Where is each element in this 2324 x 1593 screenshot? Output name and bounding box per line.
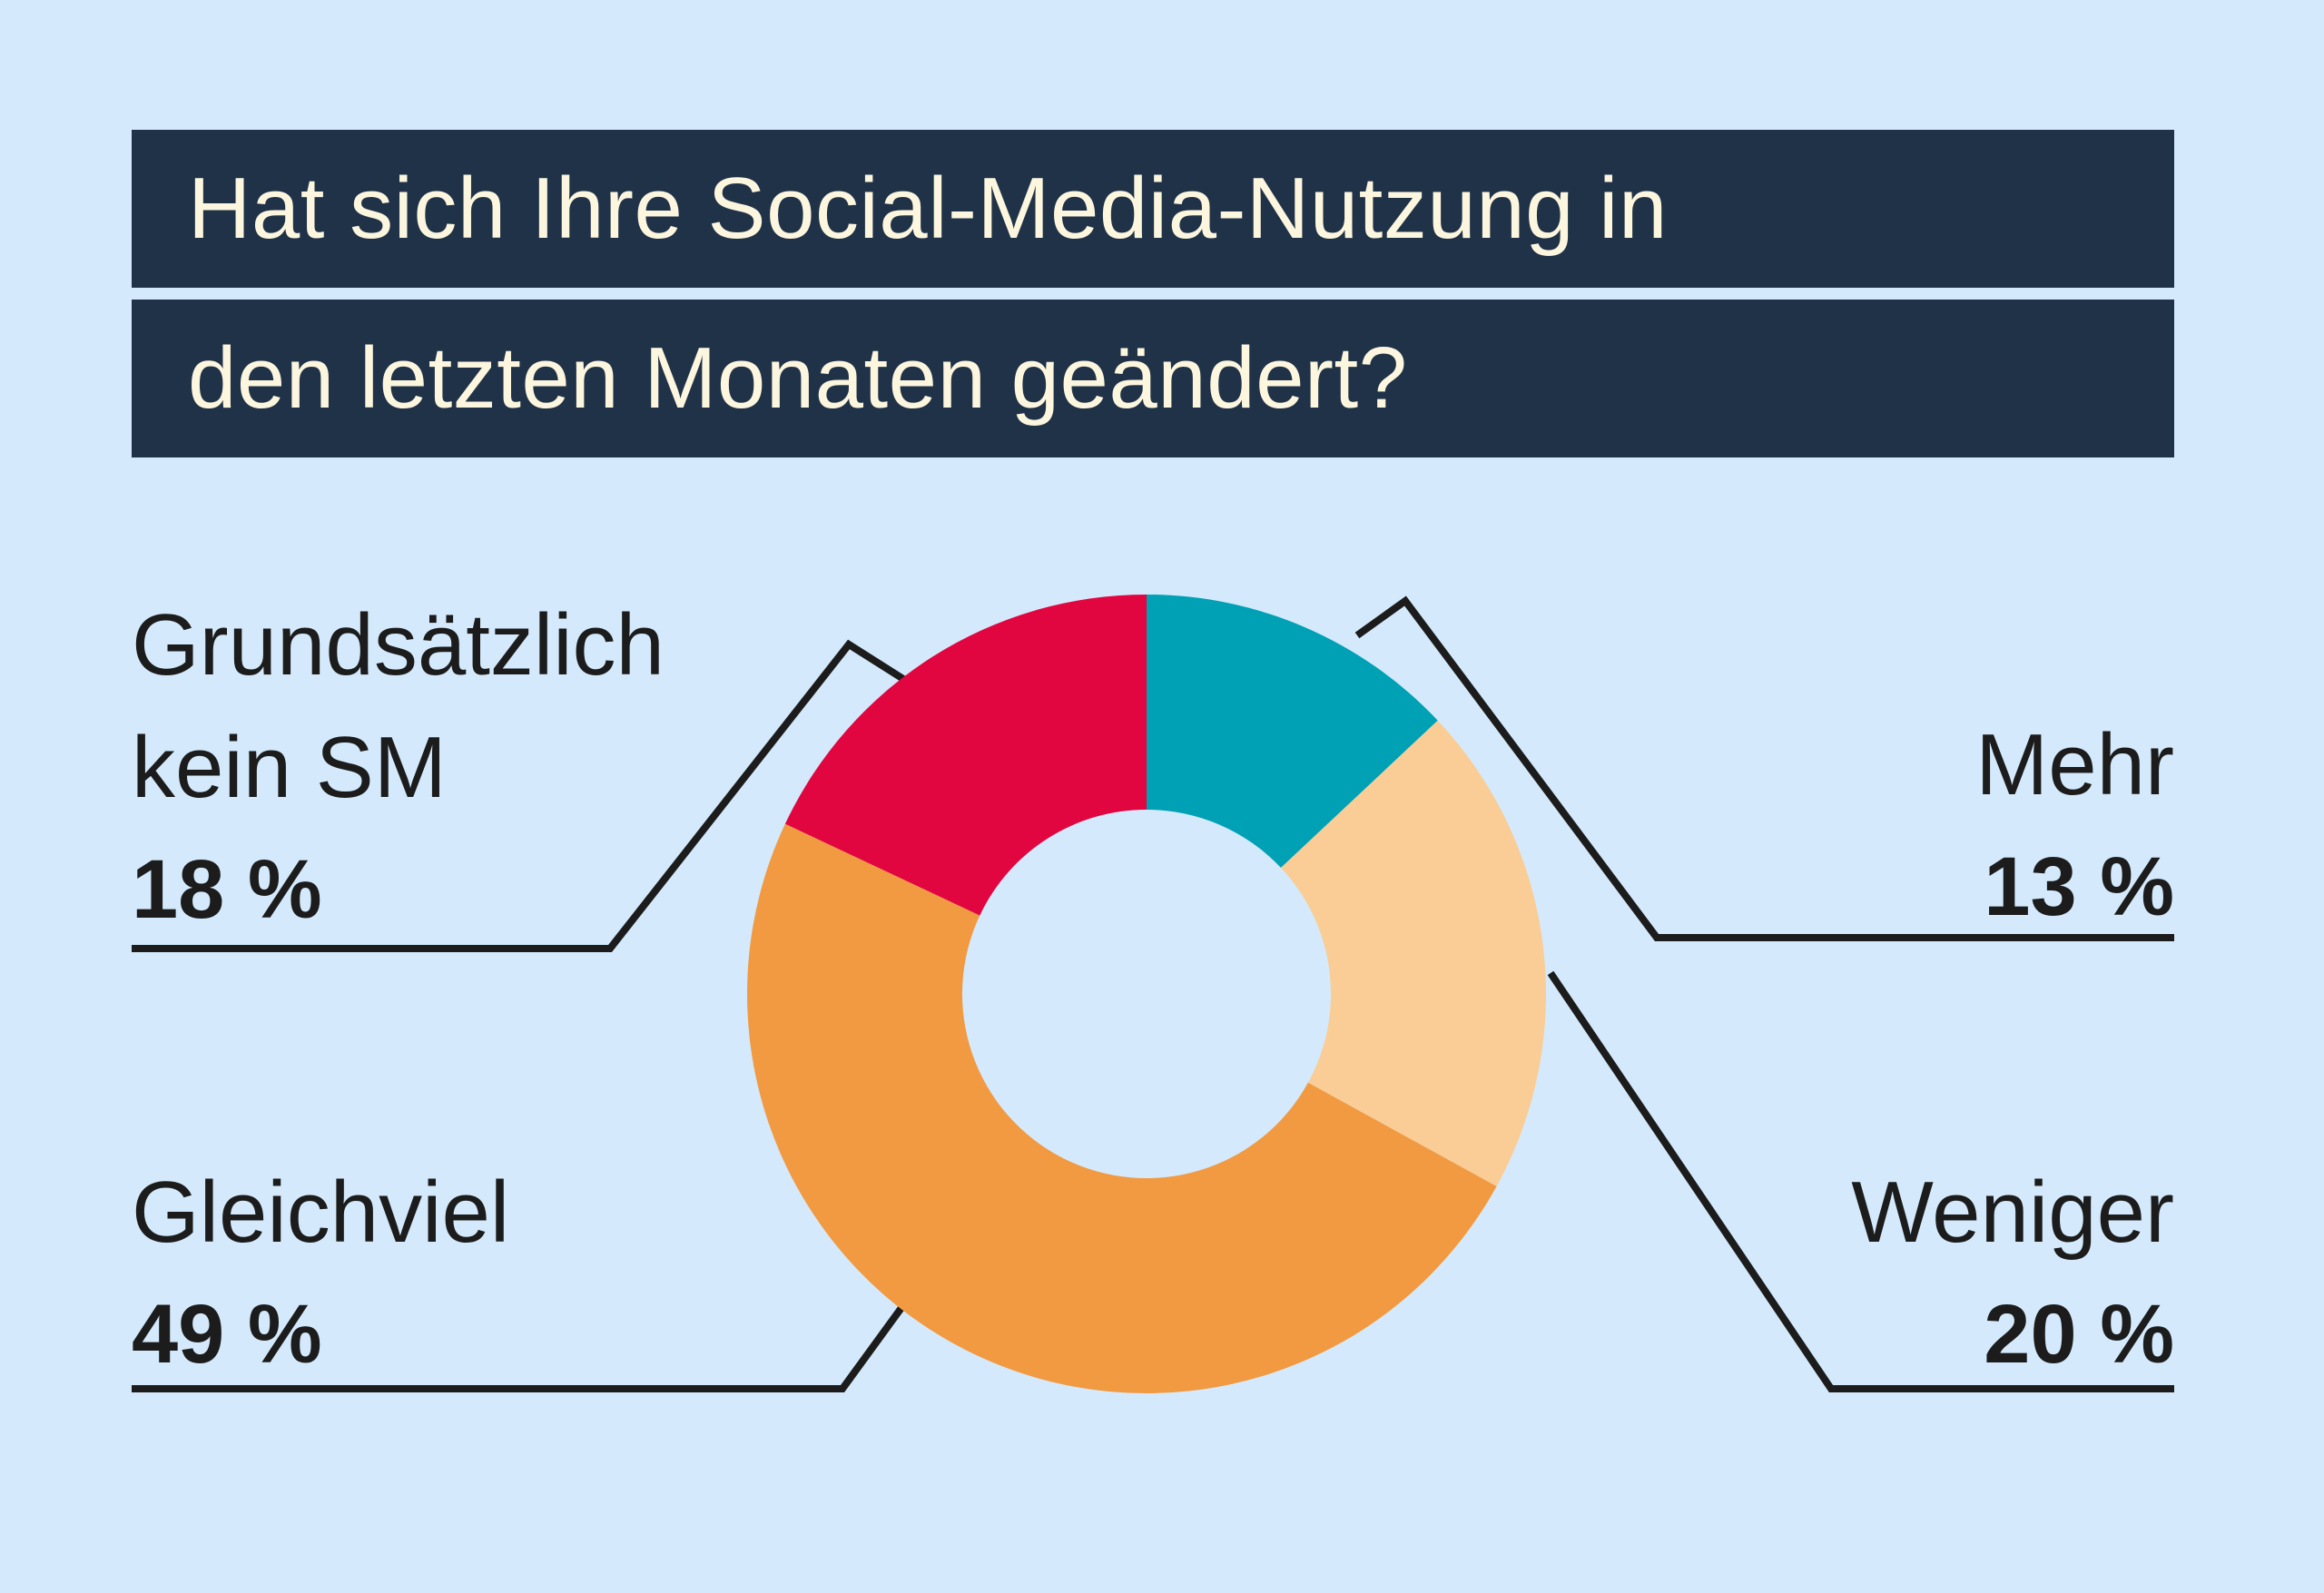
- label-mehr-value: 13 %: [1984, 841, 2174, 933]
- slice-mehr: [1147, 595, 1438, 869]
- slice-weniger: [1280, 720, 1546, 1186]
- label-kein-sm-line1: Grundsätzlich: [132, 596, 665, 693]
- label-kein-sm: Grundsätzlich kein SM 18 %: [132, 584, 665, 951]
- leader-line-kein-sm: [132, 639, 906, 952]
- label-mehr: Mehr 13 %: [1975, 703, 2174, 949]
- chart-title-line-2: den letzten Monaten geändert?: [188, 329, 1408, 427]
- label-kein-sm-line2: kein SM: [132, 719, 447, 816]
- label-mehr-name: Mehr: [1975, 716, 2174, 813]
- slice-gleichviel: [747, 823, 1497, 1393]
- label-gleichviel: Gleichviel 49 %: [132, 1151, 509, 1396]
- label-weniger-value: 20 %: [1984, 1288, 2174, 1381]
- label-gleichviel-value: 49 %: [132, 1288, 322, 1381]
- label-weniger-name: Weniger: [1851, 1164, 2174, 1261]
- title-bar-line-1: Hat sich Ihre Social-Media-Nutzung in: [132, 130, 2174, 288]
- title-bar-line-2: den letzten Monaten geändert?: [132, 300, 2174, 457]
- leader-line-gleichviel: [132, 1303, 907, 1392]
- leader-lines: [132, 595, 2174, 1392]
- chart-title-line-1: Hat sich Ihre Social-Media-Nutzung in: [188, 160, 1668, 257]
- leader-line-weniger: [1547, 970, 2174, 1392]
- label-kein-sm-value: 18 %: [132, 843, 322, 936]
- donut-slices: [747, 595, 1546, 1393]
- label-gleichviel-name: Gleichviel: [132, 1164, 510, 1261]
- label-weniger: Weniger 20 %: [1851, 1151, 2174, 1396]
- leader-line-mehr: [1354, 595, 2174, 941]
- slice-grunds-tzlich-kein-sm: [784, 595, 1147, 916]
